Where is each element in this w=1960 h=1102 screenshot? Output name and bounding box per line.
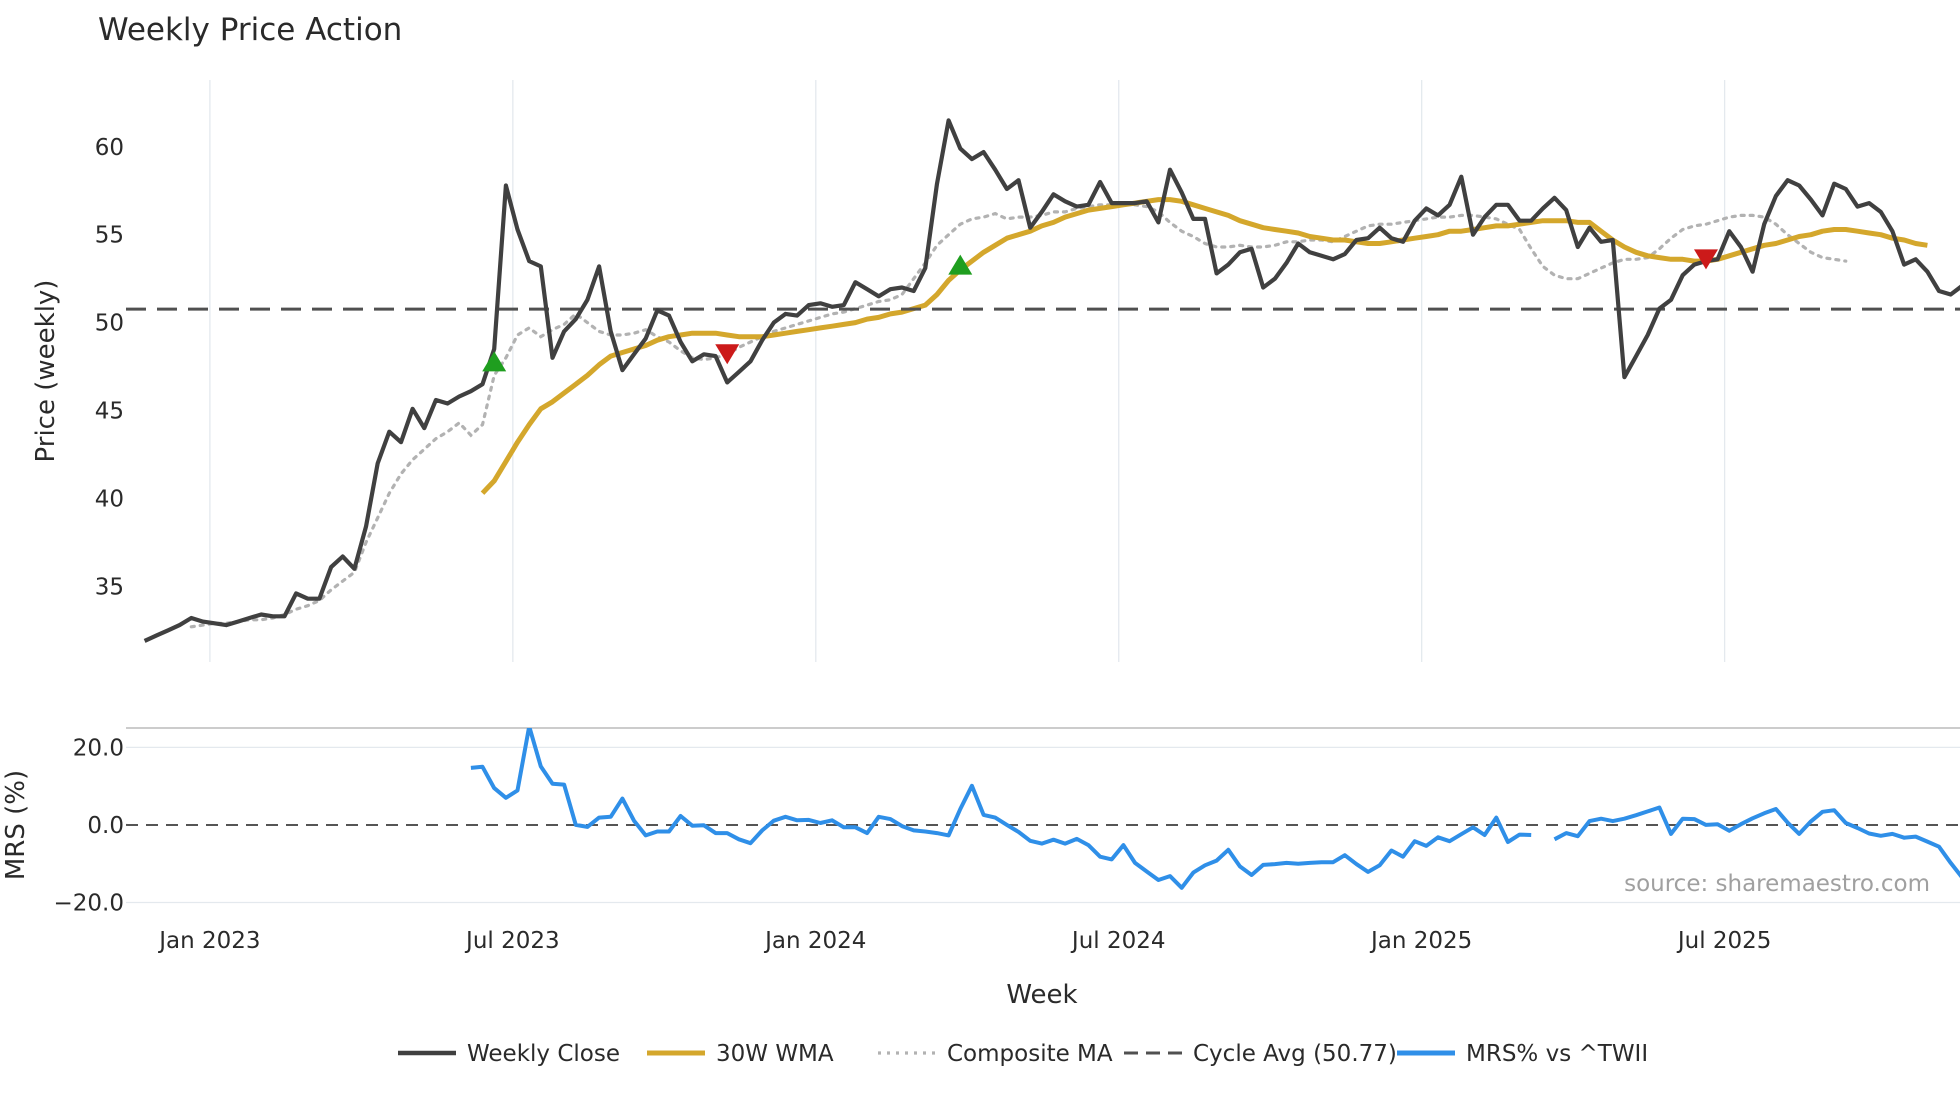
x-tick-label: Jul 2025 [1676, 928, 1772, 954]
legend-label-close: Weekly Close [467, 1041, 620, 1067]
chart-legend: Weekly Close 30W WMA Composite MA Cycle Avg… [398, 1041, 1648, 1067]
buy-signal-marker [948, 254, 973, 275]
buy-signal-marker [482, 351, 507, 372]
price-axis-ticks: 35 40 45 50 55 60 [95, 135, 124, 601]
y-tick-label: 35 [95, 574, 124, 600]
x-axis-label: Week [1006, 980, 1077, 1010]
mrs-line [470, 728, 1960, 890]
y-axis-label: Price (weekly) [31, 280, 61, 463]
sell-signal-marker [1693, 249, 1718, 270]
y-tick-label: 40 [95, 486, 124, 512]
x-tick-label: Jan 2024 [763, 928, 866, 954]
source-note: source: sharemaestro.com [1624, 871, 1930, 897]
composite-ma-line [189, 203, 1848, 629]
legend-label-wma: 30W WMA [716, 1041, 834, 1067]
y-tick-label: 45 [95, 399, 124, 425]
mrs-series-layer [126, 728, 1960, 890]
x-tick-label: Jul 2023 [464, 928, 560, 954]
mrs-tick-label: −20.0 [54, 890, 124, 916]
signal-markers [482, 249, 1718, 372]
y-tick-label: 55 [95, 223, 124, 249]
mrs-tick-label: 20.0 [73, 735, 124, 761]
legend-label-mrs: MRS% vs ^TWII [1466, 1041, 1648, 1067]
mrs-axis-label: MRS (%) [1, 770, 31, 880]
y-tick-label: 50 [95, 311, 124, 337]
main-series-layer [126, 118, 1960, 643]
x-tick-label: Jul 2024 [1070, 928, 1166, 954]
chart-title: Weekly Price Action [98, 12, 402, 48]
mrs-panel-grid [126, 746, 1960, 904]
x-tick-label: Jan 2025 [1369, 928, 1472, 954]
mrs-tick-label: 0.0 [87, 813, 124, 839]
main-panel-grid [209, 80, 1726, 662]
weekly-close-line [143, 118, 1960, 643]
sell-signal-marker [715, 344, 740, 365]
x-tick-label: Jan 2023 [157, 928, 260, 954]
week-axis-ticks: Jan 2023 Jul 2023 Jan 2024 Jul 2024 Jan 2025… [157, 928, 1771, 954]
legend-label-composite: Composite MA [947, 1041, 1113, 1067]
mrs-axis-ticks: −20.0 0.0 20.0 [54, 735, 124, 916]
wma-30w-line [480, 197, 1928, 495]
legend-label-cycle: Cycle Avg (50.77) [1193, 1041, 1397, 1067]
y-tick-label: 60 [95, 135, 124, 161]
